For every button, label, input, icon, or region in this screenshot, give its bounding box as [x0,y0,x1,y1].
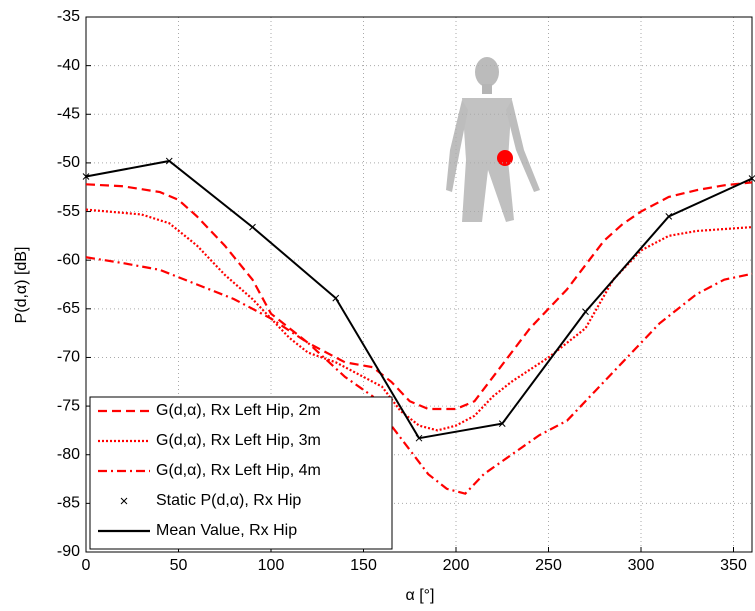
legend: G(d,α), Rx Left Hip, 2m G(d,α), Rx Left H… [89,396,393,550]
x-tick-label: 0 [82,557,91,574]
legend-label: G(d,α), Rx Left Hip, 4m [156,462,321,479]
legend-swatch [120,497,128,505]
y-tick-label: -75 [57,397,80,414]
legend-box [89,396,393,550]
y-tick-label: -85 [57,495,80,512]
y-tick-label: -60 [57,251,80,268]
y-tick-label: -80 [57,446,80,463]
y-tick-label: -70 [57,349,80,366]
y-axis-label: P(d,α) [dB] [13,247,30,324]
legend-label: Mean Value, Rx Hip [156,522,297,539]
y-tick-label: -90 [57,543,80,560]
x-tick-label: 100 [258,557,285,574]
y-tick-label: -40 [57,57,80,74]
x-tick-label: 350 [720,557,747,574]
y-tick-label: -65 [57,300,80,317]
y-tick-label: -35 [57,8,80,25]
x-tick-label: 150 [350,557,377,574]
series-line [85,256,753,495]
legend-label: Static P(d,α), Rx Hip [156,492,301,509]
legend-label: G(d,α), Rx Left Hip, 2m [156,402,321,419]
y-tick-label: -45 [57,105,80,122]
y-tick-label: -50 [57,154,80,171]
x-tick-label: 300 [628,557,655,574]
plot-frame [85,16,753,553]
y-tick-label: -55 [57,203,80,220]
series-line [85,181,753,411]
figure-illustration [446,57,540,222]
x-axis-label: α [°] [406,587,435,604]
x-tick-label: 250 [535,557,562,574]
legend-label: G(d,α), Rx Left Hip, 3m [156,432,321,449]
series-line [85,159,753,440]
x-tick-label: 50 [170,557,188,574]
x-tick-label: 200 [443,557,470,574]
